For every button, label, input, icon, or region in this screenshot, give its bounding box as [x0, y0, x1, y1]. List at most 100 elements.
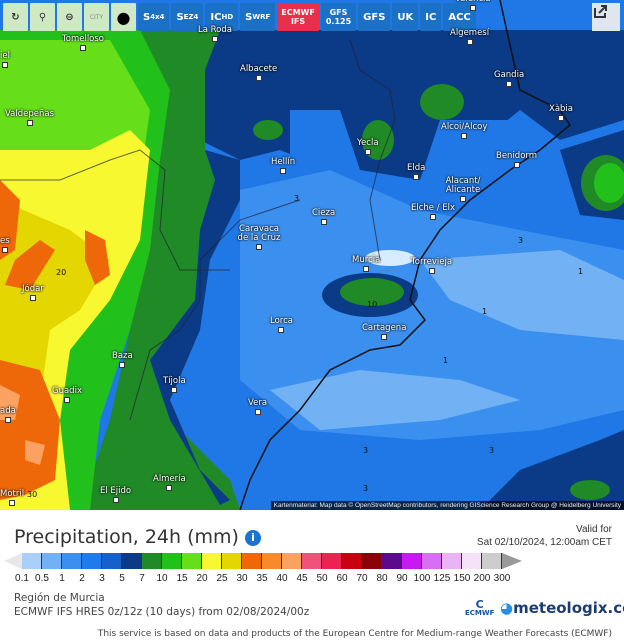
contour-label: 1 [482, 307, 488, 316]
city-label: Gandia [494, 71, 524, 87]
page-title: Precipitation, 24h (mm) i [14, 526, 261, 548]
model-gfs-0125-button[interactable]: GFS 0.125 [320, 3, 357, 31]
model-ic-button[interactable]: IC [420, 3, 442, 31]
field-green-albacete [253, 120, 283, 140]
city-label: Caravaca de la Cruz [236, 225, 282, 250]
legend-cell [462, 553, 482, 569]
legend-over-arrow [502, 553, 522, 569]
city-label: Motril [0, 490, 24, 506]
valid-time: Valid for Sat 02/10/2024, 12:00am CET [476, 524, 612, 548]
drop-icon[interactable]: ● [111, 3, 136, 31]
info-icon[interactable]: i [244, 530, 261, 546]
legend-tick-label: 45 [296, 573, 308, 584]
legend-tick-label: 90 [396, 573, 408, 584]
model-swrf-button[interactable]: S WRF [240, 3, 276, 31]
legend-tick-label: 5 [119, 573, 125, 584]
city-label: Alcoi/Alcoy [441, 123, 487, 139]
legend-tick-label: 150 [453, 573, 471, 584]
city-label: es [0, 237, 10, 253]
model-ecmwf-ifs-button[interactable]: ECMWF IFS [277, 3, 319, 31]
contour-label: 3 [294, 194, 300, 203]
map-fields [0, 0, 624, 510]
legend-tick-label: 300 [493, 573, 511, 584]
contour-label: 20 [56, 268, 67, 277]
city-label: Elda [407, 164, 425, 180]
city-icon[interactable]: CITY [84, 3, 109, 31]
model-run: ECMWF IFS HRES 0z/12z (10 days) from 02/… [14, 606, 310, 618]
field-navy-west [150, 150, 240, 505]
ecmwf-logo: C ECMWF [465, 598, 495, 617]
field-green-east-inner [594, 163, 624, 203]
city-label: Albacete [240, 65, 277, 81]
city-label: Cieza [312, 209, 335, 225]
legend-tick-label: 1 [59, 573, 65, 584]
city-label: El Ejido [100, 487, 131, 503]
city-label: Valdepeñas [5, 110, 54, 126]
legend-tick-label: 200 [473, 573, 491, 584]
contour-label: 3 [363, 484, 369, 493]
map-attribution: Kartenmaterial: Map data © OpenStreetMap… [270, 501, 624, 510]
city-label: Alacant/ Alicante [443, 177, 483, 202]
zoom-out-icon[interactable]: ⊖ [57, 3, 82, 31]
field-lighter [270, 250, 624, 430]
field-dkgreen [80, 30, 240, 510]
legend-tick-label: 10 [156, 573, 168, 584]
city-label: Baza [112, 352, 133, 368]
meteologix-logo[interactable]: ◕meteologix.com [500, 599, 624, 617]
legend-cell [42, 553, 62, 569]
legend-cell [282, 553, 302, 569]
legend-cell [342, 553, 362, 569]
legend-cell [262, 553, 282, 569]
city-label: Jódar [22, 285, 44, 301]
legend-tick-label: 60 [336, 573, 348, 584]
color-legend: 0.1 0.5 1 2 3 5 7 10 15 20 25 30 35 40 45 50 60 70 80 90 100… [0, 553, 624, 593]
city-label: Tomelloso [62, 35, 104, 51]
map-pin-icon[interactable]: ⚲ [30, 3, 55, 31]
city-label: Lorca [270, 317, 293, 333]
legend-tick-label: 35 [256, 573, 268, 584]
legend-cell [362, 553, 382, 569]
city-label: Elche / Elx [411, 204, 455, 220]
share-icon[interactable] [592, 3, 620, 31]
city-label: La Roda [198, 26, 232, 42]
legend-cell [382, 553, 402, 569]
city-label: Hellín [271, 158, 295, 174]
legend-tick-label: 40 [276, 573, 288, 584]
city-label: Vera [248, 399, 267, 415]
legend-cell [22, 553, 42, 569]
legend-tick-label: 70 [356, 573, 368, 584]
model-uk-button[interactable]: UK [392, 3, 419, 31]
city-label: Xàbia [549, 105, 573, 121]
city-label: Algemesí [450, 29, 489, 45]
city-label: Benidorm [496, 152, 537, 168]
city-label: Almería [153, 475, 186, 491]
legend-tick-label: 80 [376, 573, 388, 584]
contour-label: 1 [578, 267, 584, 276]
precipitation-map[interactable]: ↻ ⚲ ⊖ CITY ● S 4x4 S EZ4 IC HD S WRF ECMWF IF… [0, 0, 624, 510]
legend-cell [242, 553, 262, 569]
model-s4x4-button[interactable]: S 4x4 [138, 3, 170, 31]
refresh-icon[interactable]: ↻ [3, 3, 28, 31]
province-borders [0, 39, 396, 421]
city-label: ada [0, 407, 16, 423]
legend-tick-label: 0.5 [35, 573, 49, 584]
legend-tick-label: 2 [79, 573, 85, 584]
legend-cell [142, 553, 162, 569]
legend-tick-label: 3 [99, 573, 105, 584]
city-label: Cartagena [362, 324, 406, 340]
legend-cell [162, 553, 182, 569]
field-green-alcoy [420, 84, 464, 120]
contour-label: 3 [489, 446, 495, 455]
legend-tick-label: 125 [433, 573, 451, 584]
legend-cell [422, 553, 442, 569]
contour-label: 3 [518, 236, 524, 245]
legend-cell [62, 553, 82, 569]
field-green-murcia [340, 278, 404, 306]
model-gfs-button[interactable]: GFS [358, 3, 391, 31]
field-bottom-navy [480, 430, 624, 510]
contour-label: 3 [363, 446, 369, 455]
legend-tick-label: 25 [216, 573, 228, 584]
legend-tick-label: 50 [316, 573, 328, 584]
legend-cell [302, 553, 322, 569]
legend-tick-label: 100 [413, 573, 431, 584]
